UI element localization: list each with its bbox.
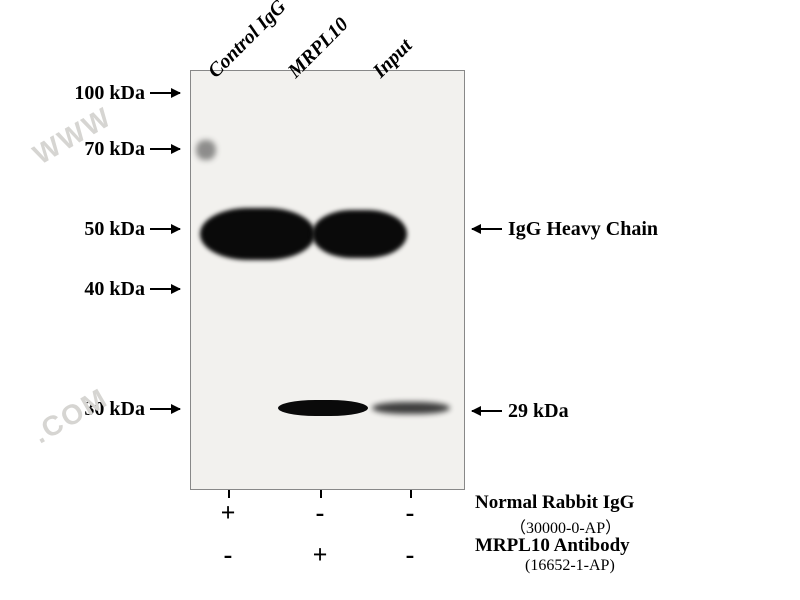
lane-tick-2: [320, 490, 322, 498]
figure-container: WWW .COM Control IgG MRPL10 Input 100 kD…: [0, 0, 800, 600]
cond1-lane2: -: [300, 498, 340, 528]
mw-50: 50 kDa: [45, 218, 145, 241]
lane-tick-1: [228, 490, 230, 498]
band-smudge-70: [196, 140, 216, 160]
cond1-lane1: +: [208, 498, 248, 528]
mw-arrow-30: [150, 408, 180, 410]
annot-heavy-chain: IgG Heavy Chain: [508, 218, 658, 241]
mw-arrow-100: [150, 92, 180, 94]
band-mrpl10-29kda: [278, 400, 368, 416]
mw-30: 30 kDa: [45, 398, 145, 421]
mw-70: 70 kDa: [45, 138, 145, 161]
mw-100: 100 kDa: [45, 82, 145, 105]
mw-40: 40 kDa: [45, 278, 145, 301]
annot-arrow-29kda: [472, 410, 502, 412]
cond1-label: Normal Rabbit IgG: [475, 492, 634, 514]
cond2-lane1: -: [208, 540, 248, 570]
cond2-lane2: +: [300, 540, 340, 570]
mw-arrow-70: [150, 148, 180, 150]
cond2-sublabel: (16652-1-AP): [525, 557, 615, 575]
mw-arrow-40: [150, 288, 180, 290]
cond2-label: MRPL10 Antibody: [475, 535, 630, 557]
annot-29kda: 29 kDa: [508, 400, 569, 423]
cond1-lane3: -: [390, 498, 430, 528]
blot-membrane: [190, 70, 465, 490]
lane-tick-3: [410, 490, 412, 498]
cond2-lane3: -: [390, 540, 430, 570]
band-mrpl10-heavy: [312, 210, 407, 258]
mw-arrow-50: [150, 228, 180, 230]
band-control-heavy: [200, 208, 315, 260]
band-input-29kda: [372, 402, 450, 414]
annot-arrow-heavy-chain: [472, 228, 502, 230]
